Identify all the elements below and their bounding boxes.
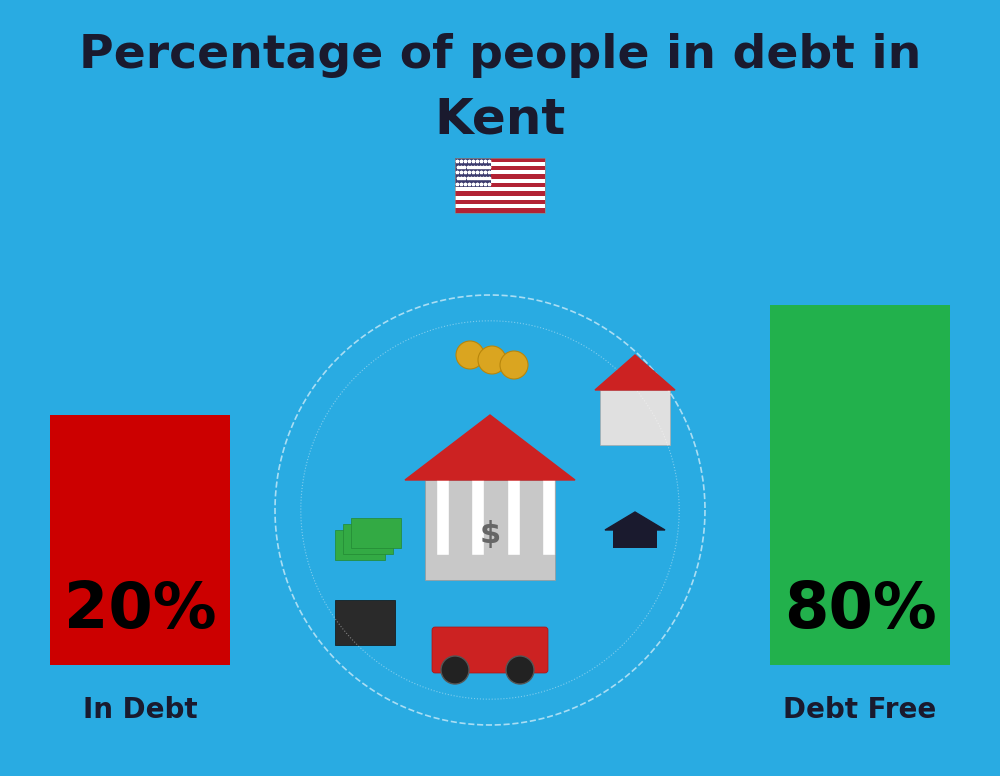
FancyBboxPatch shape	[472, 480, 484, 555]
FancyBboxPatch shape	[613, 530, 657, 548]
Circle shape	[500, 351, 528, 379]
FancyBboxPatch shape	[455, 204, 545, 208]
FancyBboxPatch shape	[508, 480, 520, 555]
FancyBboxPatch shape	[600, 390, 670, 445]
Polygon shape	[405, 415, 575, 480]
FancyBboxPatch shape	[432, 627, 548, 673]
FancyBboxPatch shape	[455, 208, 545, 213]
Text: In Debt: In Debt	[83, 696, 197, 724]
FancyBboxPatch shape	[455, 183, 545, 187]
FancyBboxPatch shape	[455, 192, 545, 196]
FancyBboxPatch shape	[50, 415, 230, 665]
FancyBboxPatch shape	[455, 199, 545, 204]
Polygon shape	[605, 512, 665, 530]
FancyBboxPatch shape	[437, 480, 449, 555]
Text: 80%: 80%	[784, 579, 936, 641]
FancyBboxPatch shape	[770, 305, 950, 665]
FancyBboxPatch shape	[455, 187, 545, 192]
Text: Percentage of people in debt in: Percentage of people in debt in	[79, 33, 921, 78]
FancyBboxPatch shape	[335, 530, 385, 560]
FancyBboxPatch shape	[425, 480, 555, 580]
FancyBboxPatch shape	[455, 158, 545, 161]
FancyBboxPatch shape	[343, 524, 393, 554]
FancyBboxPatch shape	[335, 600, 395, 645]
FancyBboxPatch shape	[543, 480, 555, 555]
Text: $: $	[479, 521, 501, 549]
FancyBboxPatch shape	[455, 170, 545, 175]
Circle shape	[441, 656, 469, 684]
Polygon shape	[595, 355, 675, 390]
Text: 20%: 20%	[64, 579, 216, 641]
Circle shape	[456, 341, 484, 369]
FancyBboxPatch shape	[455, 161, 545, 166]
Circle shape	[506, 656, 534, 684]
FancyBboxPatch shape	[455, 158, 491, 187]
Circle shape	[478, 346, 506, 374]
Text: Debt Free: Debt Free	[783, 696, 937, 724]
FancyBboxPatch shape	[455, 166, 545, 170]
FancyBboxPatch shape	[455, 196, 545, 199]
Text: Kent: Kent	[434, 96, 566, 144]
FancyBboxPatch shape	[455, 175, 545, 178]
FancyBboxPatch shape	[455, 178, 545, 183]
FancyBboxPatch shape	[351, 518, 401, 548]
